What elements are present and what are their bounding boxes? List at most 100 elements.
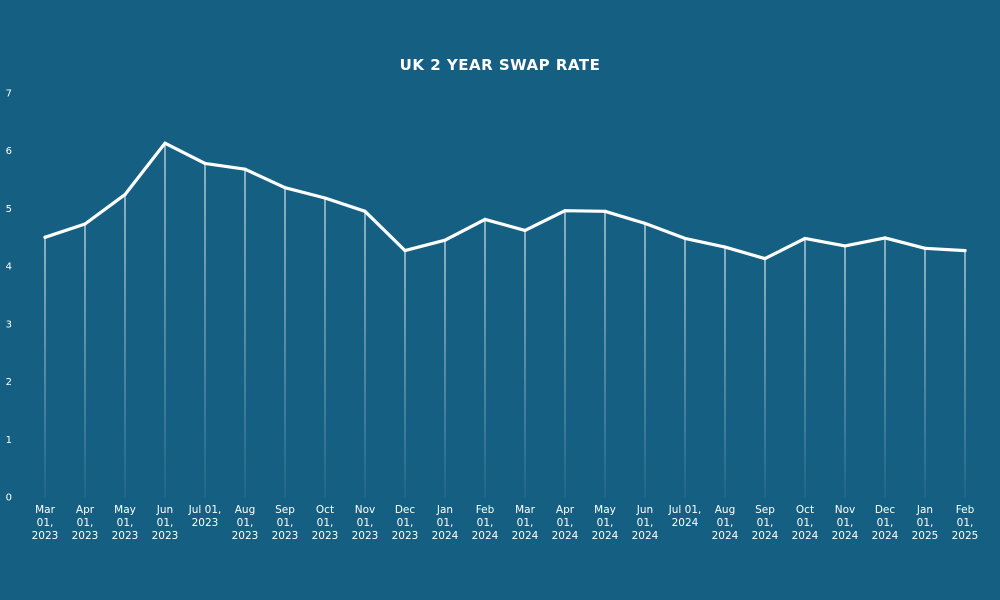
- x-tick-label-line: 01,: [837, 517, 854, 529]
- x-tick-label: May 01, 2024: [592, 504, 619, 542]
- drop-line: [884, 237, 886, 497]
- drop-line: [964, 250, 966, 497]
- x-tick-label-line: May: [114, 504, 136, 516]
- data-point: [323, 196, 327, 200]
- x-tick-label-line: 01,: [157, 517, 174, 529]
- x-tick-label: Jan 01, 2025: [912, 504, 939, 542]
- x-tick-label: Dec 01, 2024: [872, 504, 899, 542]
- x-tick-label-line: 2024: [752, 530, 779, 542]
- x-tick-label: Mar 01, 2023: [32, 504, 59, 542]
- y-tick-label: 2: [6, 377, 12, 388]
- x-tick-label-line: 2024: [672, 517, 699, 529]
- x-tick-label: Feb 01, 2024: [472, 504, 499, 542]
- x-tick-label-line: Nov: [835, 504, 856, 516]
- x-tick-label-line: 01,: [317, 517, 334, 529]
- x-tick-label: Mar 01, 2024: [512, 504, 539, 542]
- x-tick-label-line: Feb: [476, 504, 495, 516]
- drop-line: [324, 198, 326, 498]
- x-tick-label-line: 01,: [717, 517, 734, 529]
- x-tick-label: Apr 01, 2023: [72, 504, 99, 542]
- drop-line: [724, 247, 726, 497]
- data-point: [563, 209, 567, 213]
- x-tick-label-line: 01,: [277, 517, 294, 529]
- x-tick-label: Jul 01, 2024: [668, 504, 702, 529]
- x-tick-label: May 01, 2023: [112, 504, 139, 542]
- x-tick-label-line: Nov: [355, 504, 376, 516]
- x-tick-label-line: 2024: [432, 530, 459, 542]
- x-tick-label: Aug 01, 2023: [232, 504, 259, 542]
- drop-line: [924, 248, 926, 497]
- x-tick-label-line: Oct: [316, 504, 334, 516]
- data-point: [763, 257, 767, 261]
- x-tick-label-line: 01,: [957, 517, 974, 529]
- x-tick-label-line: Sep: [755, 504, 775, 516]
- data-point: [43, 235, 47, 239]
- y-tick-label: 4: [6, 262, 12, 273]
- data-point: [883, 236, 887, 240]
- drop-line: [644, 223, 646, 498]
- x-tick-label-line: 2023: [32, 530, 59, 542]
- data-point: [803, 236, 807, 241]
- x-tick-label: Aug 01, 2024: [712, 504, 739, 542]
- x-tick-label-line: Jun: [156, 504, 173, 516]
- y-tick-label: 0: [6, 493, 12, 504]
- x-tick-label-line: Mar: [515, 504, 535, 516]
- data-point: [643, 221, 647, 226]
- x-tick-label-line: 01,: [557, 517, 574, 529]
- data-point: [843, 244, 847, 248]
- x-tick-label: Apr 01, 2024: [552, 504, 579, 542]
- data-point: [683, 236, 687, 241]
- x-tick-label-line: 2024: [552, 530, 579, 542]
- data-point: [123, 192, 127, 197]
- data-point: [283, 186, 287, 190]
- x-tick-label-line: 2024: [712, 530, 739, 542]
- x-tick-label-line: 2023: [112, 530, 139, 542]
- x-tick-label-line: 01,: [357, 517, 374, 529]
- drop-line: [84, 224, 86, 498]
- x-tick-label-line: 01,: [437, 517, 454, 529]
- x-tick-label: Sep 01, 2024: [752, 504, 779, 542]
- drop-line: [364, 211, 366, 498]
- drop-line: [404, 250, 406, 497]
- y-tick-label: 7: [6, 89, 12, 100]
- drop-line: [124, 194, 126, 497]
- drop-line: [44, 237, 46, 498]
- x-tick-label-line: 2024: [872, 530, 899, 542]
- x-tick-label-line: Mar: [35, 504, 55, 516]
- x-tick-label: Nov 01, 2023: [352, 504, 379, 542]
- x-tick-label-line: 2023: [352, 530, 379, 542]
- x-tick-label-line: 01,: [237, 517, 254, 529]
- data-point: [923, 246, 927, 250]
- x-tick-label-line: 01,: [637, 517, 654, 529]
- x-tick-label-line: Apr: [76, 504, 95, 516]
- x-tick-label-line: Oct: [796, 504, 814, 516]
- x-tick-label: Oct 01, 2024: [792, 504, 819, 542]
- series-line: [43, 141, 967, 261]
- data-point: [483, 217, 487, 221]
- x-tick-label-line: 2025: [952, 530, 979, 542]
- drop-line: [564, 210, 566, 498]
- drop-line: [484, 219, 486, 497]
- x-tick-label-line: 2023: [232, 530, 259, 542]
- data-point: [363, 209, 367, 213]
- y-tick-label: 3: [6, 319, 12, 330]
- x-tick-label-line: Jul 01,: [188, 504, 222, 516]
- x-tick-label-line: 2023: [392, 530, 419, 542]
- x-tick-label-line: Apr: [556, 504, 575, 516]
- drop-line: [244, 169, 246, 497]
- data-point: [403, 248, 407, 253]
- drop-line: [684, 238, 686, 497]
- x-tick-label-line: 01,: [917, 517, 934, 529]
- x-tick-label-line: Jan: [916, 504, 933, 516]
- x-tick-label-line: 2023: [272, 530, 299, 542]
- drop-line: [764, 258, 766, 497]
- data-point: [203, 161, 207, 166]
- y-tick-label: 1: [6, 435, 12, 446]
- x-tick-label-line: 01,: [877, 517, 894, 529]
- x-tick-label-line: 2024: [592, 530, 619, 542]
- x-tick-label-line: May: [594, 504, 616, 516]
- x-tick-label-line: Jun: [636, 504, 653, 516]
- x-tick-label-line: 01,: [117, 517, 134, 529]
- data-point: [243, 167, 247, 171]
